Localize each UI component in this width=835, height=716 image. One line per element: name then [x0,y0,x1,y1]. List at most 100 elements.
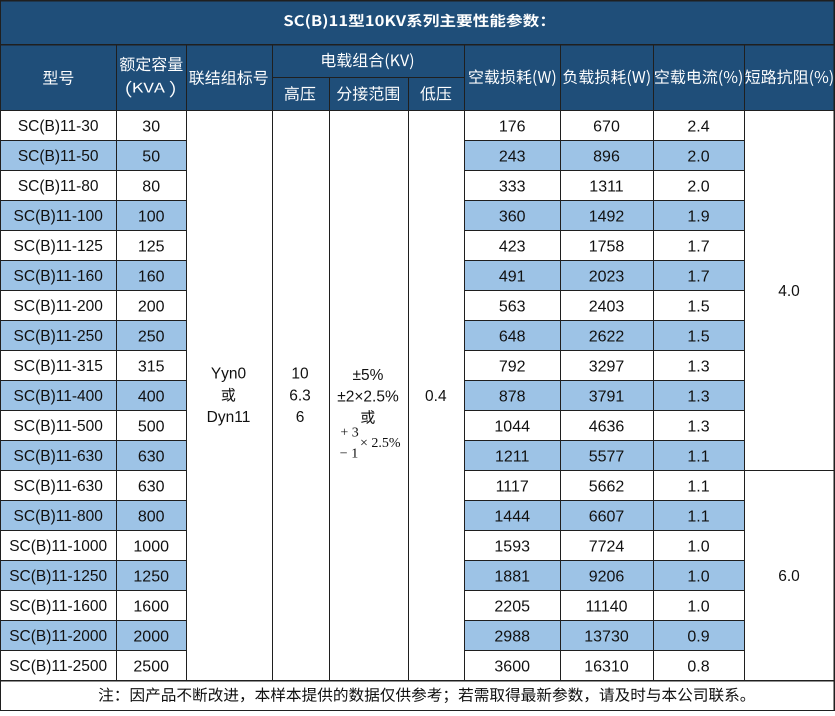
svg-text:1211: 1211 [495,448,530,465]
svg-text:423: 423 [499,238,526,255]
svg-text:491: 491 [499,268,526,285]
svg-text:SC(B)11-125: SC(B)11-125 [14,238,103,255]
svg-text:× 2.5%: × 2.5% [360,436,401,451]
svg-text:5577: 5577 [589,448,625,465]
svg-text:400: 400 [138,388,165,405]
svg-text:SC(B)11-100: SC(B)11-100 [14,208,104,225]
svg-text:11140: 11140 [585,598,627,615]
svg-text:100: 100 [138,208,165,225]
svg-text:200: 200 [138,298,165,315]
svg-text:50: 50 [142,148,160,165]
svg-text:176: 176 [499,118,526,135]
svg-text:2205: 2205 [494,598,530,615]
svg-text:896: 896 [593,148,620,165]
svg-text:SC(B)11-2000: SC(B)11-2000 [9,628,107,645]
svg-text:SC(B)11-200: SC(B)11-200 [14,298,104,315]
svg-text:2.4: 2.4 [687,118,709,135]
svg-text:− 1: − 1 [340,447,358,462]
svg-text:10: 10 [291,366,309,383]
svg-text:1.0: 1.0 [687,598,709,615]
svg-text:2622: 2622 [589,328,625,345]
svg-text:3791: 3791 [589,388,625,405]
svg-text:Dyn11: Dyn11 [207,409,251,426]
svg-text:1250: 1250 [133,568,169,585]
svg-text:2000: 2000 [133,628,169,645]
svg-text:6.3: 6.3 [289,388,311,405]
svg-text:SC(B)11-400: SC(B)11-400 [14,388,104,405]
svg-text:SC(B)11-1600: SC(B)11-1600 [9,598,107,615]
svg-text:1444: 1444 [494,508,530,525]
svg-text:SC(B)11-2500: SC(B)11-2500 [9,658,107,675]
svg-text:3297: 3297 [589,358,625,375]
svg-text:1593: 1593 [494,538,530,555]
svg-text:2023: 2023 [589,268,625,285]
svg-text:500: 500 [138,418,165,435]
svg-text:648: 648 [499,328,526,345]
svg-text:1.0: 1.0 [687,568,709,585]
svg-text:4636: 4636 [589,418,625,435]
svg-text:1.7: 1.7 [687,238,709,255]
svg-text:1044: 1044 [494,418,530,435]
svg-text:360: 360 [499,208,526,225]
svg-text:Yyn0: Yyn0 [211,366,247,383]
svg-text:SC(B)11-630: SC(B)11-630 [14,448,104,465]
svg-text:9206: 9206 [589,568,625,585]
svg-text:630: 630 [138,448,165,465]
svg-text:1.0: 1.0 [687,538,709,555]
svg-text:2500: 2500 [133,658,169,675]
svg-text:2403: 2403 [589,298,625,315]
svg-text:792: 792 [499,358,526,375]
svg-text:6607: 6607 [589,508,625,525]
svg-text:±5%: ±5% [353,367,384,384]
svg-text:1.3: 1.3 [687,418,709,435]
svg-text:7724: 7724 [589,538,625,555]
svg-text:6.0: 6.0 [778,568,800,585]
svg-text:333: 333 [499,178,526,195]
svg-text:1.1: 1.1 [687,478,709,495]
svg-text:SC(B)11-500: SC(B)11-500 [14,418,104,435]
svg-text:1117: 1117 [496,478,529,495]
svg-text:2988: 2988 [494,628,530,645]
svg-text:1758: 1758 [589,238,625,255]
svg-text:0.8: 0.8 [687,658,709,675]
svg-text:1600: 1600 [133,598,169,615]
svg-text:1.5: 1.5 [687,328,709,345]
svg-text:2.0: 2.0 [687,178,709,195]
svg-text:0.4: 0.4 [425,388,447,405]
svg-text:±2×2.5%: ±2×2.5% [337,388,399,405]
svg-text:SC(B)11-160: SC(B)11-160 [14,268,104,285]
svg-text:SC(B)11-1000: SC(B)11-1000 [9,538,107,555]
svg-text:4.0: 4.0 [778,283,800,300]
svg-text:1000: 1000 [133,538,169,555]
svg-text:243: 243 [499,148,526,165]
svg-text:80: 80 [142,178,160,195]
svg-text:SC(B)11-80: SC(B)11-80 [18,178,99,195]
svg-text:1881: 1881 [494,568,530,585]
svg-text:SC(B)11-250: SC(B)11-250 [14,328,104,345]
svg-text:SC(B)11-30: SC(B)11-30 [18,118,99,135]
svg-text:563: 563 [499,298,526,315]
svg-text:SC(B)11-315: SC(B)11-315 [14,358,103,375]
svg-text:1311: 1311 [589,178,624,195]
svg-text:SC(B)11-1250: SC(B)11-1250 [9,568,107,585]
svg-text:630: 630 [138,478,165,495]
svg-text:5662: 5662 [589,478,625,495]
svg-text:1.1: 1.1 [687,508,709,525]
svg-text:13730: 13730 [584,628,629,645]
svg-text:SC(B)11-50: SC(B)11-50 [18,148,99,165]
svg-text:SC(B)11-800: SC(B)11-800 [14,508,104,525]
svg-text:1.3: 1.3 [687,358,709,375]
svg-text:160: 160 [138,268,165,285]
svg-text:1492: 1492 [589,208,625,225]
svg-text:3600: 3600 [494,658,530,675]
svg-text:16310: 16310 [584,658,629,675]
svg-text:+ 3: + 3 [340,425,358,440]
svg-text:1.1: 1.1 [687,448,709,465]
svg-text:878: 878 [499,388,526,405]
svg-text:250: 250 [138,328,165,345]
svg-text:0.9: 0.9 [687,628,709,645]
svg-text:1.3: 1.3 [687,388,709,405]
svg-text:1.7: 1.7 [687,268,709,285]
svg-text:2.0: 2.0 [687,148,709,165]
svg-text:125: 125 [138,238,165,255]
